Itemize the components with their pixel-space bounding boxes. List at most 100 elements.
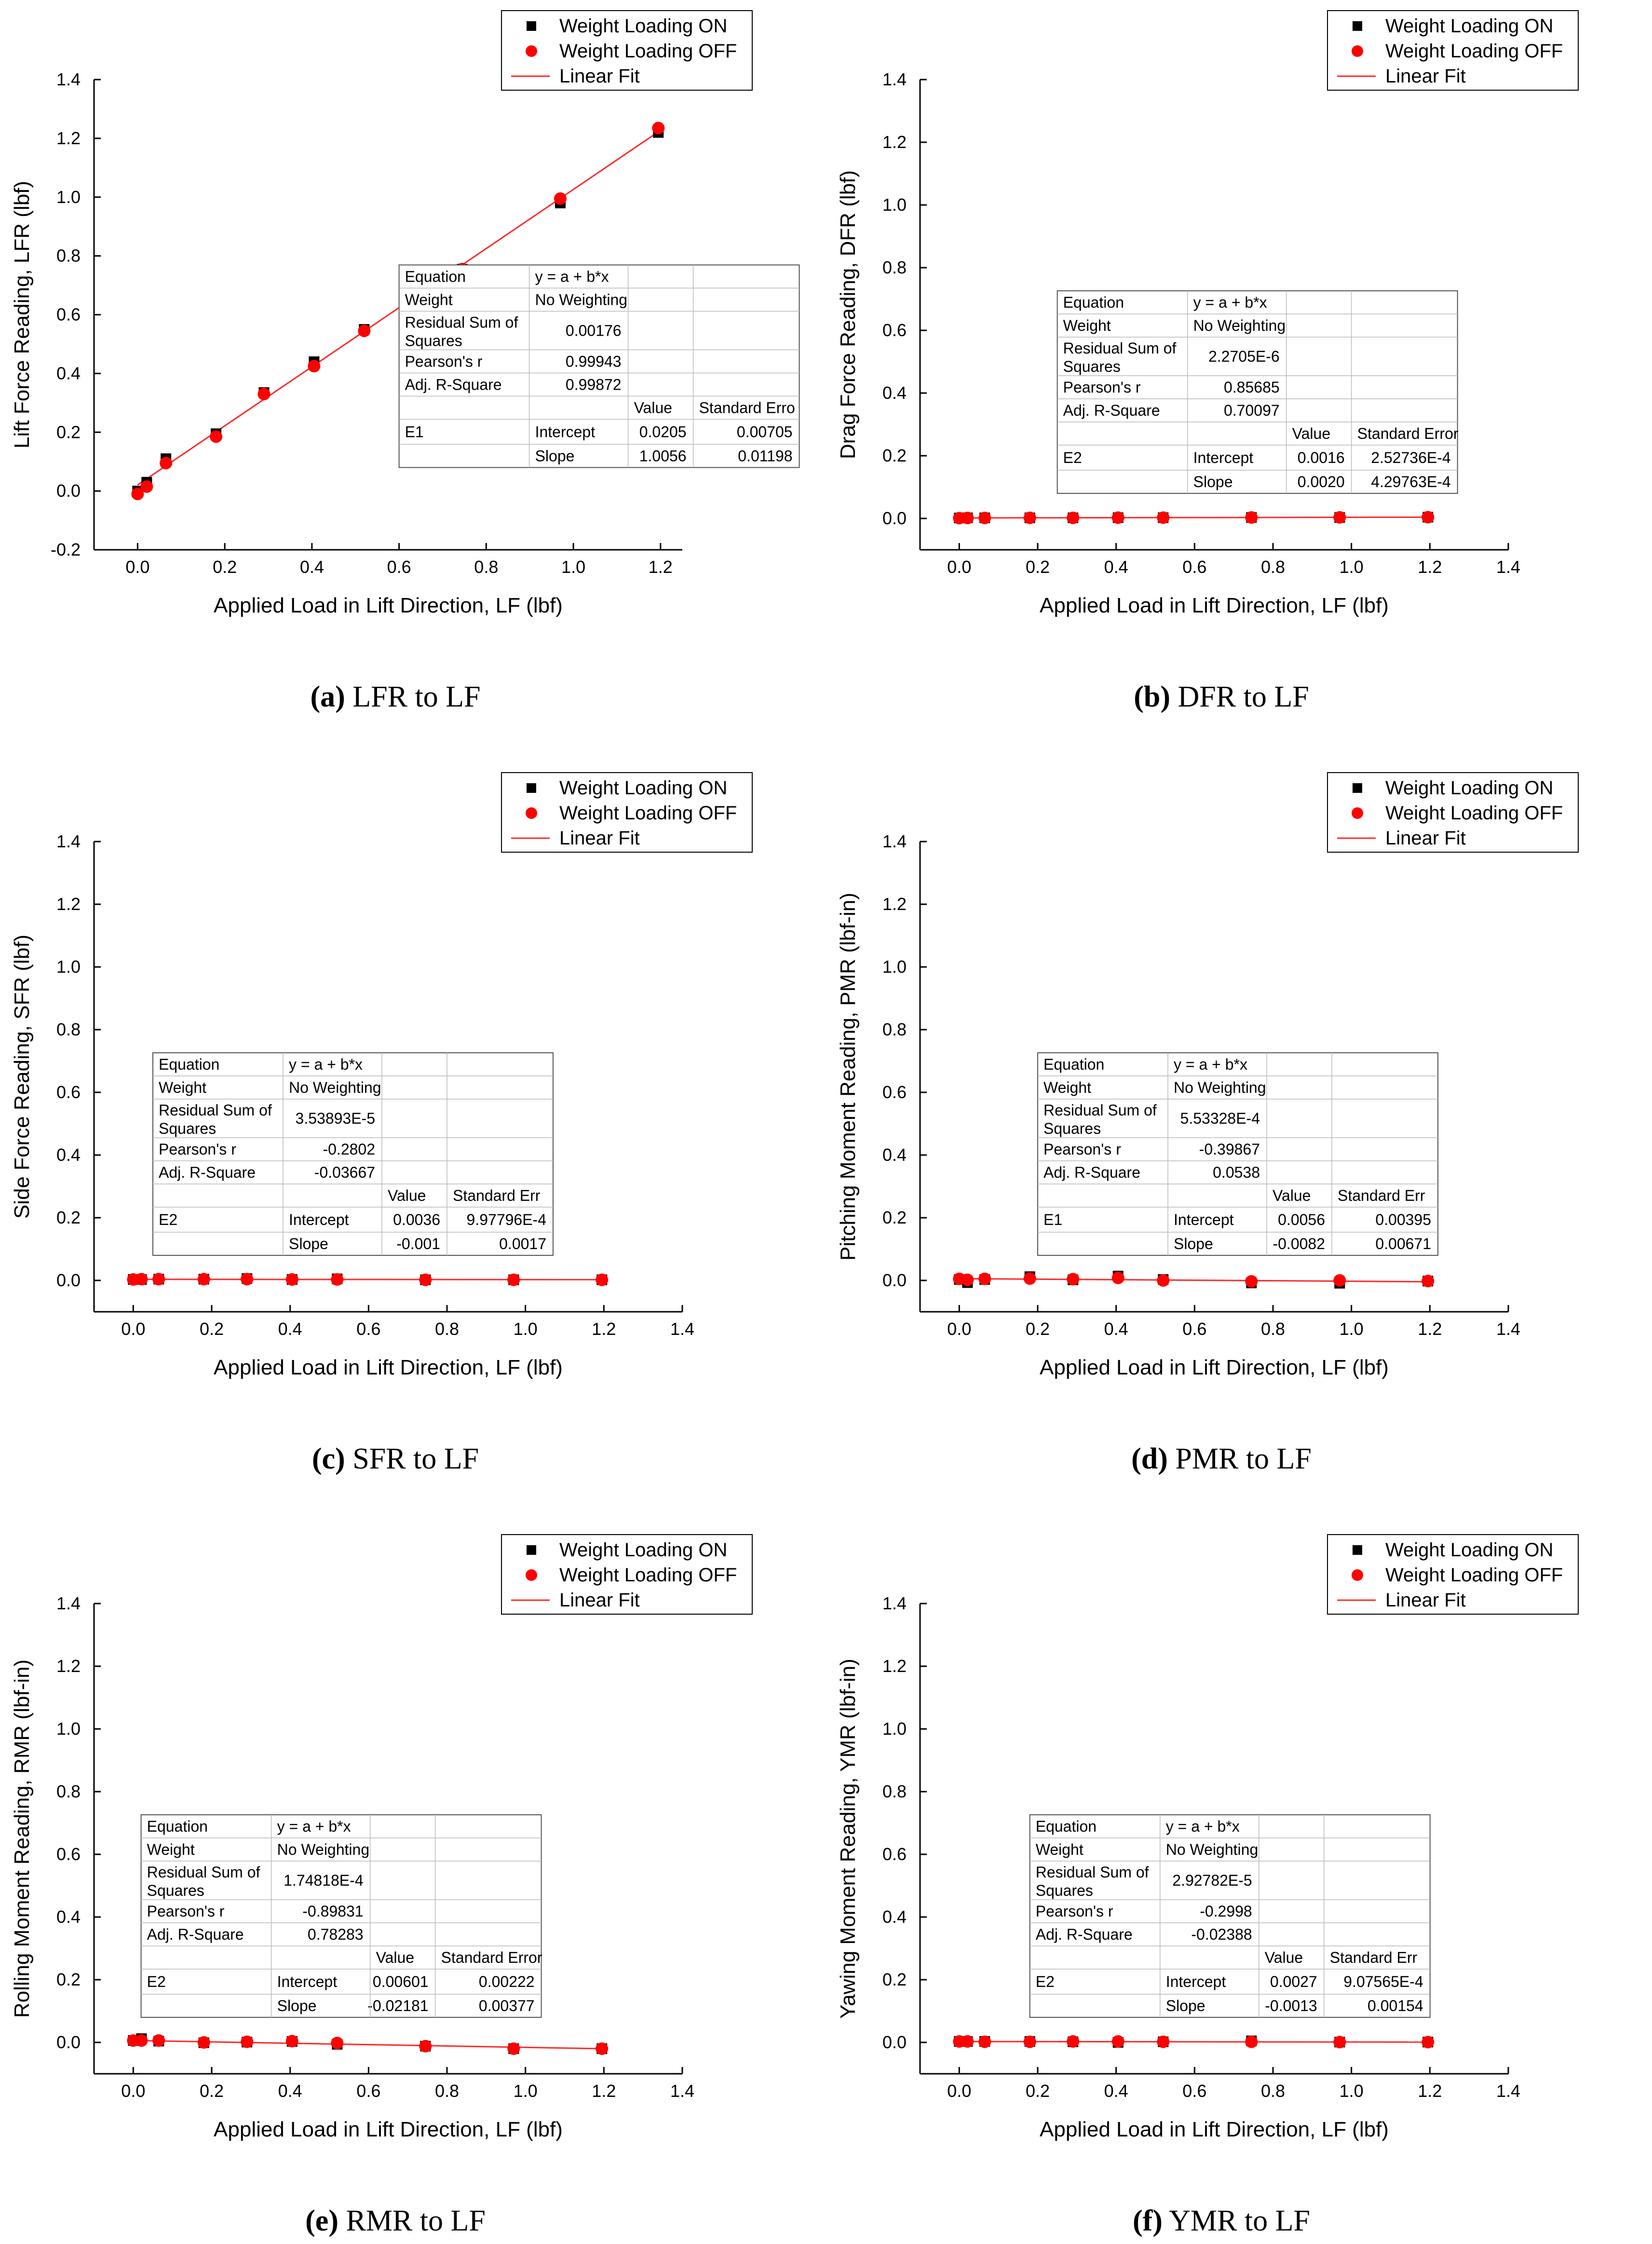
caption-space (1168, 1442, 1176, 1475)
table-cell: Adj. R-Square (159, 1164, 256, 1181)
weight-off-point (978, 512, 991, 525)
table-cell: y = a + b*x (1174, 1056, 1247, 1073)
panel-b: 0.0 0.2 0.4 0.6 0.8 1.0 1.2 1.4 0.0 0.2 0.4 0.6 0.8 1… (836, 10, 1579, 713)
x-tick-label: 1.4 (670, 2081, 694, 2101)
legend-marker-on (527, 783, 536, 793)
legend-label: Weight Loading ON (1385, 1539, 1553, 1561)
x-tick-label: 0.8 (1261, 2081, 1285, 2101)
y-tick-label: 0.2 (56, 1970, 81, 1989)
y-tick-label: 1.4 (56, 69, 81, 89)
table-cell: 0.00671 (1375, 1235, 1431, 1252)
y-tick-label: 0.0 (56, 1270, 81, 1290)
y-tick-label: 1.4 (882, 69, 907, 89)
x-tick-label: 0.4 (278, 2081, 302, 2101)
table-cell: Pearson's r (1043, 1141, 1121, 1158)
table-cell-line: Residual Sum of (1043, 1102, 1157, 1119)
x-axis-label: Applied Load in Lift Direction, LF (lbf) (1040, 1356, 1389, 1379)
table-cell: 0.00705 (737, 423, 793, 440)
table-cell: 5.53328E-4 (1180, 1110, 1260, 1127)
table-cell-line: Squares (405, 332, 462, 349)
weight-off-point (1023, 2035, 1036, 2048)
legend-marker-off (1352, 45, 1363, 57)
table-cell: 0.0017 (499, 1235, 546, 1252)
table-cell: Value (1273, 1187, 1311, 1204)
panel-c: 0.0 0.2 0.4 0.6 0.8 1.0 1.2 1.4 0.0 0.2 0.4 0.6 0.8 1… (10, 772, 753, 1475)
caption-space (1170, 680, 1178, 713)
caption-letter: (f) (1133, 2204, 1163, 2237)
table-cell: Adj. R-Square (1043, 1164, 1140, 1181)
legend-label: Linear Fit (1385, 828, 1466, 849)
x-tick-label: 1.0 (1340, 1319, 1364, 1339)
weight-off-point (507, 1273, 520, 1286)
x-tick-label: 1.2 (1418, 557, 1442, 577)
y-tick-label: 1.2 (882, 132, 907, 152)
legend-label: Linear Fit (1385, 66, 1466, 87)
table-cell: 0.0205 (639, 423, 687, 440)
stats-table-frame (152, 1052, 554, 1256)
x-tick-label: 0.8 (1261, 557, 1285, 577)
table-cell: Slope (1193, 473, 1233, 490)
caption-letter: (b) (1134, 680, 1170, 713)
weight-off-point (1333, 2036, 1346, 2049)
table-cell-line: Squares (1063, 358, 1121, 375)
panel-f: 0.0 0.2 0.4 0.6 0.8 1.0 1.2 1.4 0.0 0.2 0.4 0.6 0.8 1… (836, 1534, 1579, 2237)
stats-table-frame (1037, 1052, 1438, 1256)
table-cell: 0.99943 (566, 353, 622, 370)
panel-caption: (c) SFR to LF (312, 1442, 479, 1475)
legend-label: Linear Fit (559, 828, 640, 849)
legend-label: Linear Fit (559, 1590, 640, 1611)
table-cell: No Weighting (289, 1079, 381, 1096)
table-cell: Adj. R-Square (405, 376, 502, 393)
weight-off-point (210, 430, 223, 443)
table-cell: Pearson's r (405, 353, 483, 370)
x-tick-label: 0.8 (474, 557, 498, 577)
legend-label: Weight Loading ON (559, 1539, 727, 1561)
legend-label: Weight Loading OFF (1385, 802, 1563, 824)
weight-off-point (1333, 1274, 1346, 1287)
table-cell-line: Residual Sum of (147, 1863, 260, 1881)
x-axis-label: Applied Load in Lift Direction, LF (lbf) (1040, 2118, 1389, 2141)
table-cell: Equation (159, 1056, 219, 1073)
table-cell: -0.89831 (302, 1903, 363, 1920)
table-cell: E2 (159, 1211, 177, 1228)
weight-off-point (978, 2035, 991, 2048)
y-tick-label: 0.4 (882, 1145, 907, 1165)
weight-off-point (419, 1273, 432, 1286)
y-tick-label: 0.8 (56, 1782, 81, 1801)
table-cell: -0.2802 (323, 1141, 375, 1158)
table-cell: Weight (1043, 1079, 1091, 1096)
y-tick-label: 0.0 (882, 2032, 907, 2052)
weight-off-point (331, 1273, 344, 1286)
x-tick-label: 1.4 (670, 1319, 694, 1339)
table-cell: Value (634, 399, 672, 416)
legend-label: Weight Loading ON (1385, 777, 1553, 799)
caption-text: RMR to LF (346, 2204, 485, 2237)
caption-letter: (c) (312, 1442, 345, 1475)
x-tick-label: 1.0 (561, 557, 585, 577)
linear-fit-line (133, 1278, 602, 1280)
y-tick-label: 1.0 (56, 957, 81, 977)
table-cell: Weight (405, 291, 453, 308)
x-tick-label: 1.2 (592, 1319, 616, 1339)
table-cell: Slope (535, 447, 575, 464)
stats-table: Equation y = a + b*x Weight No Weighting Res… (152, 1052, 554, 1256)
legend-marker-on (527, 1545, 536, 1555)
table-cell: E2 (147, 1973, 166, 1990)
table-cell: 9.07565E-4 (1343, 1973, 1423, 1990)
table-cell-line: Residual Sum of (159, 1102, 272, 1119)
table-cell: Adj. R-Square (147, 1926, 244, 1943)
y-tick-label: 0.0 (882, 508, 907, 528)
y-tick-label: 0.4 (56, 363, 81, 383)
y-tick-label: 1.0 (56, 1719, 81, 1739)
table-cell: 0.99872 (566, 376, 622, 393)
y-tick-label: 0.2 (882, 1970, 907, 1989)
legend-label: Weight Loading ON (559, 777, 727, 799)
y-axis-label: Side Force Reading, SFR (lbf) (10, 935, 34, 1219)
x-tick-label: 0.2 (1026, 2081, 1050, 2101)
y-tick-label: 0.2 (56, 1208, 81, 1227)
table-cell: Adj. R-Square (1063, 402, 1160, 419)
table-cell: Standard Error (441, 1949, 542, 1966)
y-tick-label: 0.6 (56, 305, 81, 325)
x-tick-label: 1.0 (514, 1319, 538, 1339)
table-cell: y = a + b*x (289, 1056, 363, 1073)
